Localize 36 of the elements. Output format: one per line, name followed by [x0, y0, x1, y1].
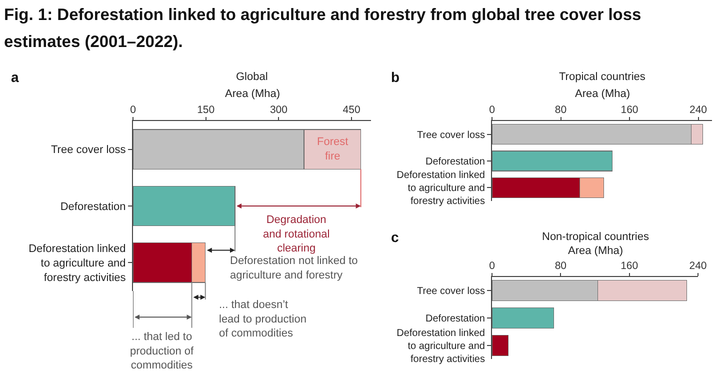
annotation: Degradation and rotational clearing [263, 214, 330, 255]
y-tick-label: Deforestation linked to agriculture and forestry activities [28, 243, 126, 284]
x-axis-title: Area (Mha) [575, 88, 630, 100]
x-tick-label: 0 [489, 260, 496, 272]
x-tick-label: 240 [689, 104, 708, 116]
caption: Fig. 1: Deforestation linked to agriculture and forestry from global tree cover loss estimates (2001–2022). [4, 5, 642, 53]
y-tick-label: Tree cover loss [417, 130, 485, 141]
text: ... that doesn’t lead to production of commodities [219, 299, 306, 340]
x-tick-label: 150 [197, 104, 215, 116]
x-axis-title: Area (Mha) [568, 245, 624, 257]
x-tick-label: 240 [689, 260, 707, 272]
x-tick-label: 450 [342, 104, 360, 116]
y-tick-label: Deforestation [426, 314, 485, 324]
text: c [391, 229, 399, 245]
text: b [391, 69, 400, 85]
annotation: Forest fire [317, 136, 348, 162]
y-tick-label: Deforestation linked to agriculture and forestry activities [396, 328, 485, 365]
annotation: Deforestation not linked to agriculture and forestry [230, 255, 358, 282]
chart-title: Non-tropical countries [542, 231, 650, 243]
x-tick-label: 80 [554, 104, 567, 116]
annotation: ... that led to production of commodities [130, 331, 195, 372]
y-tick-label: Deforestation linked to agriculture and forestry activities [396, 170, 485, 208]
chart-title: Global [236, 71, 268, 83]
x-tick-label: 160 [620, 260, 638, 272]
y-tick-label: Tree cover loss [51, 144, 126, 156]
x-tick-label: 300 [270, 104, 288, 116]
chart-title: Tropical countries [559, 71, 646, 83]
x-tick-label: 160 [620, 104, 638, 116]
x-tick-label: 0 [489, 104, 496, 116]
y-tick-label: Deforestation [426, 156, 485, 168]
x-tick-label: 80 [554, 260, 567, 272]
y-tick-label: Tree cover loss [417, 286, 485, 298]
y-tick-label: Deforestation [60, 200, 126, 213]
x-tick-label: 0 [130, 104, 136, 116]
text: a [11, 69, 19, 85]
x-axis-title: Area (Mha) [225, 88, 280, 100]
